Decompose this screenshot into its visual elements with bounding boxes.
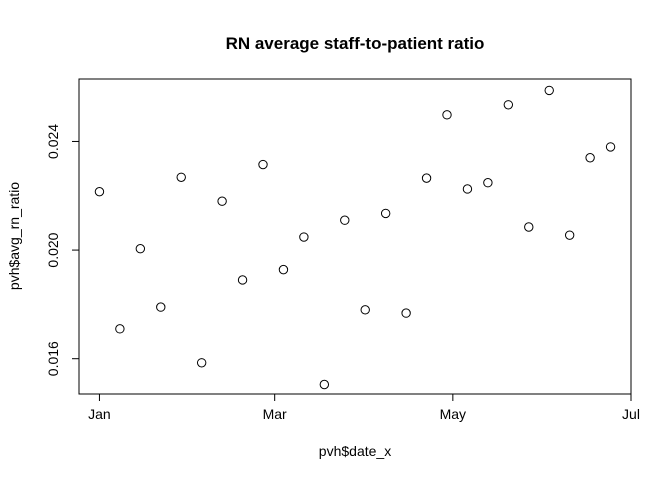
data-point [544,85,554,96]
data-point [156,302,166,312]
data-point [115,324,125,334]
data-point [503,100,514,110]
data-point [380,208,391,219]
data-point [340,215,350,225]
data-points [94,85,616,390]
data-point [278,264,289,275]
data-point [401,308,411,318]
x-tick-label: Mar [263,406,287,422]
data-point [176,172,186,183]
x-axis-label: pvh$date_x [319,443,391,459]
data-point [217,196,227,206]
y-axis: 0.016 0.020 0.024 [45,124,80,376]
data-point [94,186,105,197]
y-tick-label: 0.024 [45,124,61,159]
x-tick-label: Jul [622,406,640,422]
plot-frame [78,78,632,395]
x-axis: Jan Mar May Jul [88,393,640,422]
chart-title: RN average staff-to-patient ratio [226,34,485,53]
data-point [421,173,432,183]
data-point [585,153,595,163]
data-point [196,358,207,368]
y-tick-label: 0.016 [45,341,61,376]
data-point [319,379,330,390]
data-point [483,178,493,188]
data-point [524,222,534,232]
data-point [237,275,248,285]
x-tick-label: Jan [88,406,111,422]
data-point [442,110,452,120]
data-point [135,244,146,254]
data-point [564,230,575,240]
data-point [462,184,473,194]
y-tick-label: 0.020 [45,232,61,267]
data-point [605,142,616,152]
data-point [360,305,370,315]
x-tick-label: May [440,406,466,422]
y-axis-label: pvh$avg_rn_ratio [6,182,22,290]
data-point [258,159,268,170]
data-point [299,232,309,242]
